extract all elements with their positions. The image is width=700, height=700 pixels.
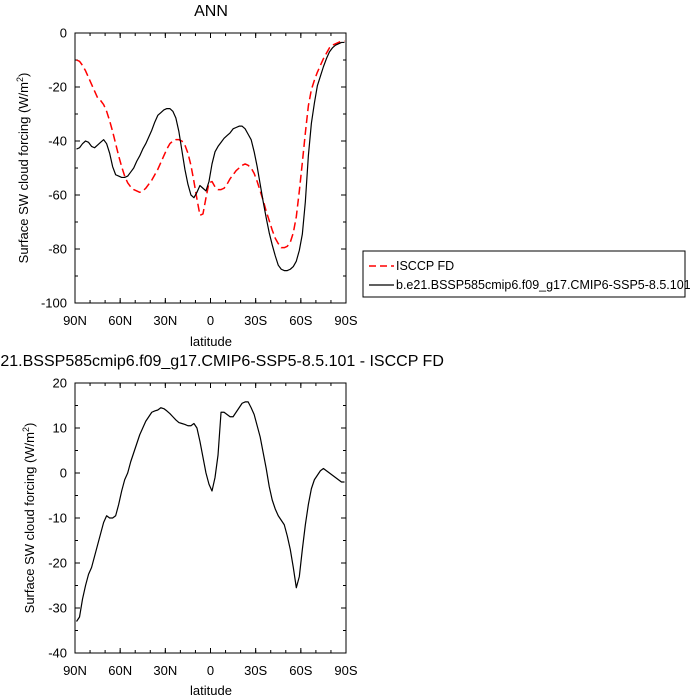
x-axis-label: latitude [190, 683, 232, 698]
y-axis-label-sup: 2 [21, 427, 31, 432]
y-tick-label: -20 [48, 556, 67, 571]
legend-label-isccp: ISCCP FD [396, 259, 454, 273]
x-tick-label: 30S [244, 663, 267, 678]
chart-title: ANN [194, 3, 228, 20]
x-tick-labels: 90N 60N 30N 0 30S 60S 90S [63, 663, 358, 678]
series-line-0 [76, 40, 345, 249]
x-tick-label: 60S [289, 313, 312, 328]
chart-title: b.e21.BSSP585cmip6.f09_g17.CMIP6-SSP5-8.… [0, 353, 444, 370]
y-tick-label: -30 [48, 601, 67, 616]
axis-ticks [74, 32, 347, 304]
series-layer [76, 401, 345, 622]
series-line-1 [76, 41, 345, 272]
x-tick-label: 90N [63, 663, 87, 678]
legend: ISCCP FD b.e21.BSSP585cmip6.f09_g17.CMIP… [362, 250, 691, 298]
legend-label-model: b.e21.BSSP585cmip6.f09_g17.CMIP6-SSP5-8.… [396, 278, 691, 292]
y-axis-label-tail: ) [22, 423, 37, 427]
axis-ticks [74, 382, 347, 654]
chart-bottom: b.e21.BSSP585cmip6.f09_g17.CMIP6-SSP5-8.… [0, 353, 444, 698]
y-tick-label: -20 [48, 80, 67, 95]
series-layer [76, 40, 345, 272]
y-tick-label: -80 [48, 242, 67, 257]
y-axis-label-tail: ) [16, 73, 31, 77]
y-tick-labels: 0 -20 -40 -60 -80 -100 [41, 26, 67, 311]
y-tick-label: 0 [60, 466, 67, 481]
x-tick-label: 30N [153, 313, 177, 328]
chart-top: ANN 90N 60N 30N 0 30S 60S 90S 0 -20 -40 -60 -80 -10… [15, 3, 691, 349]
y-tick-label: 20 [53, 376, 67, 391]
y-tick-label: -60 [48, 188, 67, 203]
x-tick-label: 60N [108, 663, 132, 678]
x-tick-label: 90N [63, 313, 87, 328]
x-tick-label: 90S [334, 313, 357, 328]
x-tick-label: 30S [244, 313, 267, 328]
x-axis-label: latitude [190, 334, 232, 349]
y-axis-label: Surface SW cloud forcing (W/m2) [21, 423, 37, 614]
y-tick-label: 10 [53, 421, 67, 436]
x-tick-label: 60S [289, 663, 312, 678]
y-tick-label: -10 [48, 511, 67, 526]
y-tick-label: -40 [48, 646, 67, 661]
y-axis-label: Surface SW cloud forcing (W/m2) [15, 73, 31, 264]
x-tick-labels: 90N 60N 30N 0 30S 60S 90S [63, 313, 358, 328]
y-tick-labels: 20 10 0 -10 -20 -30 -40 [48, 376, 67, 661]
series-line-0 [76, 401, 345, 622]
y-axis-label-main: Surface SW cloud forcing (W/m [22, 432, 37, 613]
x-tick-label: 30N [153, 663, 177, 678]
y-tick-label: -40 [48, 134, 67, 149]
y-axis-label-sup: 2 [15, 77, 25, 82]
legend-box [362, 250, 686, 298]
y-tick-label: 0 [60, 26, 67, 41]
y-axis-label-main: Surface SW cloud forcing (W/m [16, 82, 31, 263]
y-tick-label: -100 [41, 296, 67, 311]
x-tick-label: 0 [207, 663, 214, 678]
x-tick-label: 0 [207, 313, 214, 328]
x-tick-label: 90S [334, 663, 357, 678]
plot-frame [74, 382, 347, 654]
x-tick-label: 60N [108, 313, 132, 328]
plot-frame [74, 32, 347, 304]
